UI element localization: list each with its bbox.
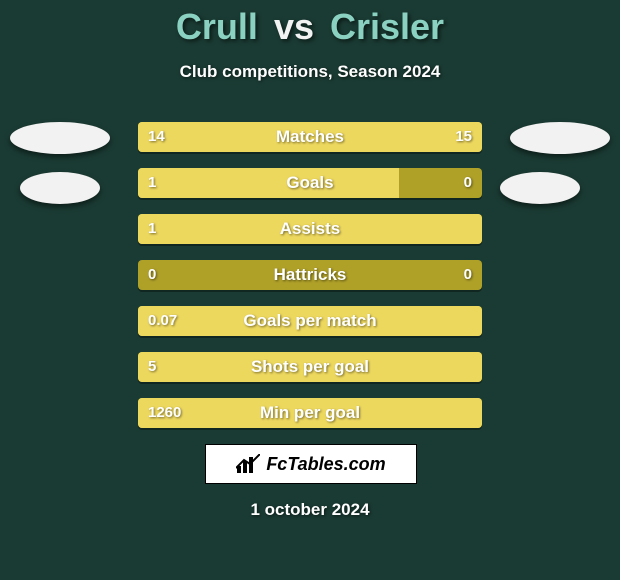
stat-label: Hattricks (138, 260, 482, 290)
stat-row: Shots per goal5 (138, 352, 482, 382)
stat-label: Matches (138, 122, 482, 152)
stat-row: Goals per match0.07 (138, 306, 482, 336)
barchart-icon (236, 454, 260, 474)
stat-value-right: 0 (464, 260, 472, 290)
stat-label: Assists (138, 214, 482, 244)
stat-value-left: 14 (148, 122, 165, 152)
player1-name: Crull (176, 6, 258, 47)
stat-value-left: 1 (148, 168, 156, 198)
stat-label: Goals (138, 168, 482, 198)
stat-value-right: 0 (464, 168, 472, 198)
player1-photo-slot-2 (20, 172, 100, 204)
stat-value-left: 0 (148, 260, 156, 290)
stat-value-left: 1260 (148, 398, 181, 428)
player2-photo-slot-1 (510, 122, 610, 154)
stat-value-left: 5 (148, 352, 156, 382)
stat-label: Shots per goal (138, 352, 482, 382)
stat-row: Assists1 (138, 214, 482, 244)
subtitle: Club competitions, Season 2024 (0, 62, 620, 82)
player2-photo-slot-2 (500, 172, 580, 204)
stat-value-right: 15 (455, 122, 472, 152)
stat-value-left: 1 (148, 214, 156, 244)
stat-row: Matches14 15 (138, 122, 482, 152)
stat-row: Goals1 0 (138, 168, 482, 198)
stat-label: Goals per match (138, 306, 482, 336)
player1-photo-slot-1 (10, 122, 110, 154)
player2-name: Crisler (330, 6, 444, 47)
page-title: Crull vs Crisler (0, 6, 620, 48)
comparison-card: Crull vs Crisler Club competitions, Seas… (0, 0, 620, 580)
vs-separator: vs (274, 6, 314, 47)
date-label: 1 october 2024 (0, 500, 620, 520)
stat-row: Hattricks0 0 (138, 260, 482, 290)
stat-row: Min per goal1260 (138, 398, 482, 428)
stat-label: Min per goal (138, 398, 482, 428)
stat-value-left: 0.07 (148, 306, 177, 336)
fctables-logo: FcTables.com (205, 444, 417, 484)
logo-text: FcTables.com (266, 454, 385, 475)
